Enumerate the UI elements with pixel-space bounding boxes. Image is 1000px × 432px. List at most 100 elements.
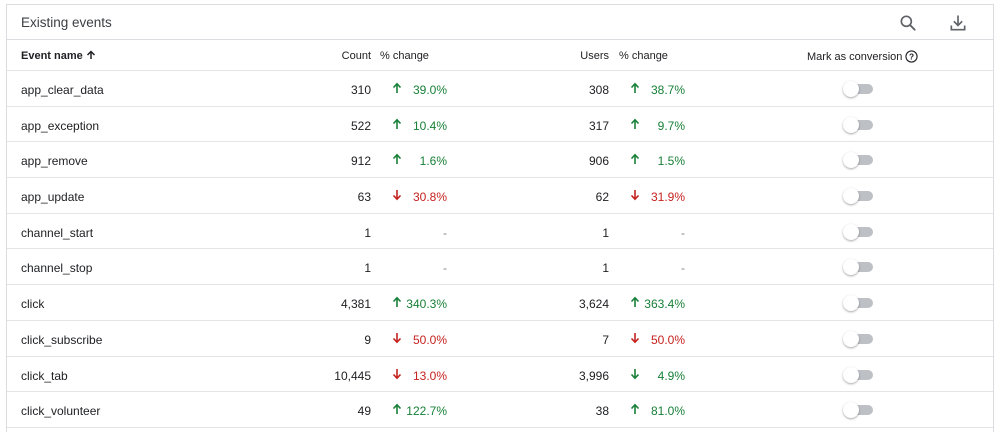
arrow-up-icon <box>630 118 640 130</box>
event-name[interactable]: click_volunteer <box>21 404 101 419</box>
card-title: Existing events <box>21 15 112 30</box>
mark-as-conversion-toggle[interactable] <box>843 152 875 169</box>
mark-as-conversion-toggle[interactable] <box>843 188 875 205</box>
event-name[interactable]: app_exception <box>21 118 100 133</box>
users-change: 81.0% <box>650 404 685 419</box>
toggle-knob <box>843 366 859 383</box>
mark-as-conversion-toggle[interactable] <box>843 330 875 347</box>
user-count: 317 <box>588 118 609 133</box>
user-count: 3,624 <box>578 297 609 312</box>
event-name-header-label: Event name <box>21 50 83 62</box>
event-name[interactable]: click_tab <box>21 368 68 383</box>
user-count: 1 <box>602 225 609 240</box>
mark-conversion-header: Mark as conversion? <box>807 50 919 66</box>
mark-as-conversion-toggle[interactable] <box>843 366 875 383</box>
user-count: 7 <box>602 332 609 347</box>
mark-conversion-label: Mark as conversion <box>807 51 903 63</box>
arrow-up-icon <box>392 82 402 94</box>
mark-as-conversion-toggle[interactable] <box>843 295 875 312</box>
user-count: 1 <box>602 261 609 276</box>
arrow-up-icon <box>630 296 640 308</box>
event-count: 912 <box>350 154 371 169</box>
toggle-knob <box>843 330 859 347</box>
toggle-track <box>847 119 873 130</box>
event-count: 522 <box>350 118 371 133</box>
event-name[interactable]: app_update <box>21 190 85 205</box>
table-row[interactable]: channel_stop 1 - 1 - <box>7 249 993 286</box>
arrow-down-icon <box>392 368 402 380</box>
user-count: 62 <box>595 190 609 205</box>
arrow-up-icon <box>392 153 402 165</box>
arrow-down-icon <box>392 332 402 344</box>
users-header[interactable]: Users <box>580 50 609 62</box>
arrow-up-icon <box>630 82 640 94</box>
count-change: 13.0% <box>412 368 447 383</box>
table-row[interactable]: app_remove 912 1.6% 906 1.5% <box>7 142 993 179</box>
search-icon[interactable] <box>898 13 918 33</box>
event-count: 4,381 <box>340 297 371 312</box>
count-header[interactable]: Count <box>341 50 371 62</box>
event-name[interactable]: click_subscribe <box>21 332 103 347</box>
event-name[interactable]: app_clear_data <box>21 83 104 97</box>
count-change-header[interactable]: % change <box>380 50 429 62</box>
table-header-row: Event name Count % change Users % change… <box>7 40 993 71</box>
event-count: 9 <box>364 332 371 347</box>
arrow-up-icon <box>392 118 402 130</box>
count-change: 1.6% <box>419 154 447 169</box>
table-row[interactable]: channel_start 1 - 1 - <box>7 214 993 250</box>
event-count: 310 <box>350 83 371 97</box>
toggle-track <box>847 333 873 344</box>
arrow-up-icon <box>392 403 402 415</box>
event-count: 63 <box>357 190 371 205</box>
table-row[interactable]: click_volunteer 49 122.7% 38 81.0% <box>7 392 993 428</box>
table-row[interactable]: app_update 63 30.8% 62 31.9% <box>7 178 993 214</box>
mark-as-conversion-toggle[interactable] <box>843 259 875 276</box>
users-change: - <box>681 225 685 240</box>
count-change: - <box>443 261 447 276</box>
events-table-body: app_clear_data 310 39.0% 308 38.7% app_except… <box>7 71 993 428</box>
mark-as-conversion-toggle[interactable] <box>843 116 875 133</box>
users-change: 9.7% <box>657 118 685 133</box>
mark-as-conversion-toggle[interactable] <box>843 223 875 240</box>
table-row[interactable]: click_tab 10,445 13.0% 3,996 4.9% <box>7 357 993 393</box>
mark-as-conversion-toggle[interactable] <box>843 402 875 419</box>
svg-text:?: ? <box>909 52 914 62</box>
help-icon[interactable]: ? <box>905 50 919 66</box>
toggle-track <box>847 405 873 416</box>
toggle-knob <box>843 259 859 276</box>
arrow-up-icon <box>630 403 640 415</box>
users-change: 4.9% <box>657 368 685 383</box>
users-change-header[interactable]: % change <box>619 50 668 62</box>
toggle-knob <box>843 295 859 312</box>
table-row[interactable]: click_subscribe 9 50.0% 7 50.0% <box>7 321 993 357</box>
event-name[interactable]: channel_stop <box>21 261 93 276</box>
users-change: 1.5% <box>657 154 685 169</box>
table-row[interactable]: click 4,381 340.3% 3,624 363.4% <box>7 285 993 321</box>
count-change: 122.7% <box>406 404 447 419</box>
users-change: 50.0% <box>650 332 685 347</box>
toggle-track <box>847 84 873 94</box>
sort-arrow-up-icon <box>86 50 96 63</box>
event-name[interactable]: channel_start <box>21 225 94 240</box>
toggle-track <box>847 226 873 237</box>
user-count: 906 <box>588 154 609 169</box>
download-icon[interactable] <box>948 13 968 33</box>
arrow-down-icon <box>392 189 402 201</box>
event-name[interactable]: click <box>21 297 45 312</box>
count-change: 340.3% <box>406 297 447 312</box>
table-row[interactable]: app_exception 522 10.4% 317 9.7% <box>7 107 993 143</box>
toggle-knob <box>843 402 859 419</box>
toggle-track <box>847 298 873 309</box>
count-change: - <box>443 225 447 240</box>
users-change: 38.7% <box>650 83 685 97</box>
event-name-header[interactable]: Event name <box>21 50 96 63</box>
event-name[interactable]: app_remove <box>21 154 88 169</box>
arrow-up-icon <box>392 296 402 308</box>
arrow-down-icon <box>630 368 640 380</box>
toggle-track <box>847 262 873 273</box>
table-row[interactable]: app_clear_data 310 39.0% 308 38.7% <box>7 71 993 107</box>
mark-as-conversion-toggle[interactable] <box>843 81 875 97</box>
event-count: 49 <box>357 404 371 419</box>
toggle-track <box>847 155 873 166</box>
arrow-down-icon <box>630 189 640 201</box>
